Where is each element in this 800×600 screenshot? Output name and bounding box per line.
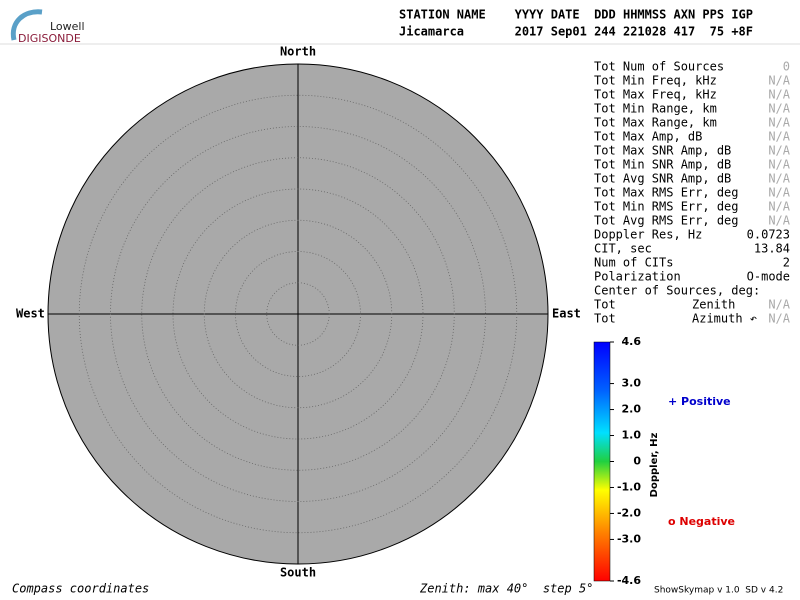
logo-bottom: DIGISONDE bbox=[18, 32, 81, 45]
stat-label: Tot Max Amp, dB bbox=[594, 130, 702, 144]
stat-value: N/A bbox=[768, 158, 790, 172]
stat-label: Polarization bbox=[594, 270, 681, 284]
legend-positive: + Positive bbox=[668, 395, 731, 408]
north-label: North bbox=[280, 45, 316, 59]
stat-label: Doppler Res, Hz bbox=[594, 228, 702, 242]
stat-label: Num of CITs bbox=[594, 256, 673, 270]
stat-label: Tot Max RMS Err, deg bbox=[594, 186, 739, 200]
center-label: Tot bbox=[594, 298, 616, 312]
colorbar-tick-label: 1.0 bbox=[622, 429, 642, 442]
colorbar-tick-label: -3.0 bbox=[617, 532, 641, 545]
stat-value: O-mode bbox=[747, 270, 790, 284]
stat-label: CIT, sec bbox=[594, 242, 652, 256]
zenith-ring bbox=[172, 188, 424, 440]
colorbar-tick-label: -4.6 bbox=[617, 574, 641, 587]
center-name: Azimuth ↶ bbox=[692, 312, 757, 326]
zenith-ring bbox=[266, 282, 330, 346]
stat-value: N/A bbox=[768, 88, 790, 102]
colorbar-tick-label: -1.0 bbox=[617, 480, 641, 493]
south-label: South bbox=[280, 566, 316, 580]
zenith-ring bbox=[235, 251, 361, 377]
zenith-ring bbox=[78, 94, 518, 534]
stat-label: Tot Max Freq, kHz bbox=[594, 88, 717, 102]
stat-label: Tot Min SNR Amp, dB bbox=[594, 158, 731, 172]
stat-label: Tot Min RMS Err, deg bbox=[594, 200, 739, 214]
stat-label: Tot Max SNR Amp, dB bbox=[594, 144, 731, 158]
stat-value: N/A bbox=[768, 186, 790, 200]
stat-value: 2 bbox=[783, 256, 790, 270]
center-value: N/A bbox=[768, 298, 790, 312]
west-label: West bbox=[16, 307, 45, 321]
center-label: Tot bbox=[594, 312, 616, 326]
stat-label: Tot Avg RMS Err, deg bbox=[594, 214, 739, 228]
colorbar bbox=[593, 341, 611, 582]
stat-value: N/A bbox=[768, 214, 790, 228]
stat-label: Tot Avg SNR Amp, dB bbox=[594, 172, 731, 186]
stat-value: N/A bbox=[768, 130, 790, 144]
colorbar-tick-label: 2.0 bbox=[622, 403, 642, 416]
footer-right: ShowSkymap v 1.0 SD v 4.2 bbox=[654, 586, 783, 596]
center-name: Zenith bbox=[692, 298, 735, 312]
colorbar-tick-label: 0 bbox=[633, 455, 641, 468]
stat-value: N/A bbox=[768, 74, 790, 88]
zenith-ring bbox=[203, 219, 393, 409]
colorbar-tick-label: 3.0 bbox=[622, 377, 642, 390]
center-value: N/A bbox=[768, 312, 790, 326]
stat-value: 13.84 bbox=[754, 242, 790, 256]
stat-label: Tot Max Range, km bbox=[594, 116, 717, 130]
colorbar-tick-label: -2.0 bbox=[617, 506, 641, 519]
colorbar-tick-label: 4.6 bbox=[622, 335, 642, 348]
legend-negative: o Negative bbox=[668, 515, 735, 528]
east-label: East bbox=[552, 307, 581, 321]
stat-value: 0 bbox=[783, 60, 790, 74]
stat-label: Tot Min Range, km bbox=[594, 102, 717, 116]
colorbar-title: Doppler, Hz bbox=[649, 433, 660, 498]
footer-left: Compass coordinates bbox=[12, 582, 149, 596]
footer-middle: Zenith: max 40° step 5° bbox=[419, 582, 593, 596]
stat-value: N/A bbox=[768, 200, 790, 214]
header-columns: STATION NAME YYYY DATE DDD HHMMSS AXN PP… bbox=[399, 8, 753, 22]
header-values: Jicamarca 2017 Sep01 244 221028 417 75 +… bbox=[399, 25, 753, 39]
stat-label: Tot Min Freq, kHz bbox=[594, 74, 717, 88]
stat-value: N/A bbox=[768, 144, 790, 158]
zenith-ring bbox=[110, 126, 486, 502]
polar-plot bbox=[47, 63, 549, 565]
stat-value: N/A bbox=[768, 102, 790, 116]
center-title: Center of Sources, deg: bbox=[594, 284, 760, 298]
stat-label: Tot Num of Sources bbox=[594, 60, 724, 74]
stat-value: 0.0723 bbox=[747, 228, 790, 242]
logo-swoosh bbox=[10, 9, 43, 41]
stat-value: N/A bbox=[768, 172, 790, 186]
logo-top: Lowell bbox=[50, 20, 85, 33]
zenith-ring bbox=[141, 157, 455, 471]
stat-value: N/A bbox=[768, 116, 790, 130]
